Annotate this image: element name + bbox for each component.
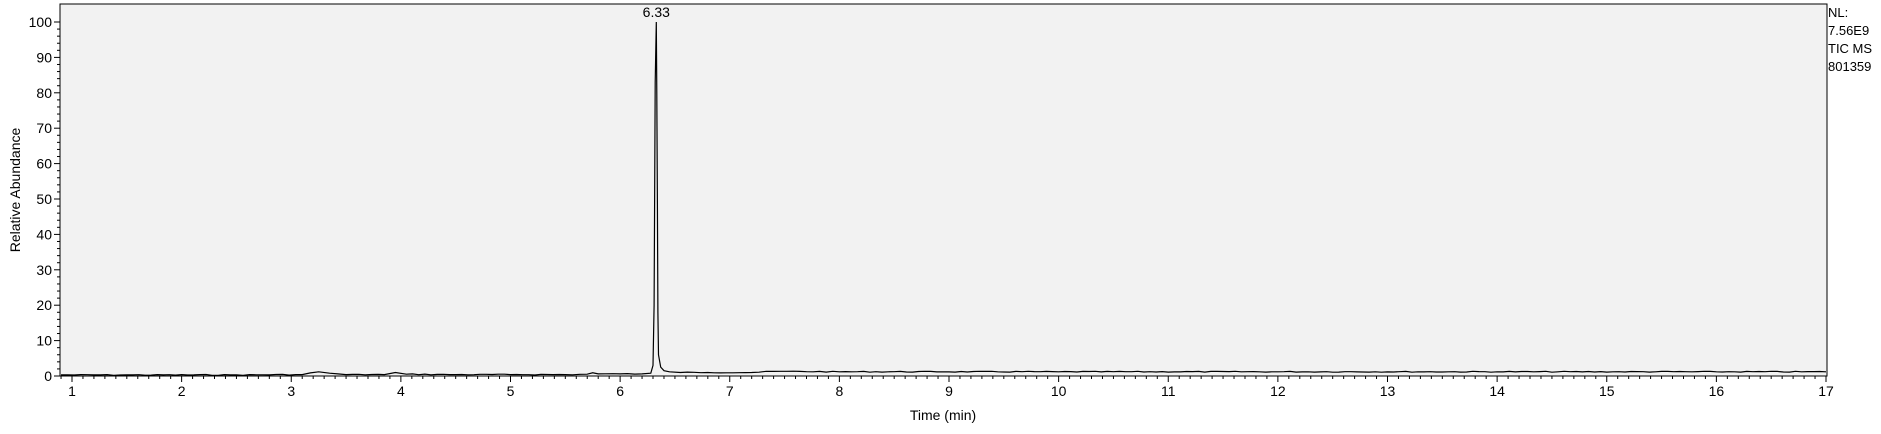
y-tick-label: 60 [36,156,52,172]
minor-ticks [57,28,1816,379]
x-tick-label: 3 [287,383,295,399]
chromatogram-trace [61,21,1827,377]
x-tick-label: 16 [1709,383,1725,399]
x-tick-label: 4 [397,383,405,399]
x-tick-label: 1 [68,383,76,399]
scan-id: 801359 [1828,59,1872,74]
x-tick-label: 13 [1380,383,1396,399]
peak-labels: 6.33 [643,4,670,20]
y-tick-label: 50 [36,191,52,207]
y-tick-label: 90 [36,49,52,65]
y-tick-label: 100 [29,14,53,30]
x-tick-label: 9 [945,383,953,399]
x-tick-label: 7 [726,383,734,399]
y-tick-label: 80 [36,85,52,101]
scan-filter: TIC MS [1828,41,1873,56]
y-tick-label: 0 [44,368,52,384]
x-tick-label: 5 [507,383,515,399]
x-axis-title: Time (min) [910,407,976,423]
normalization-info: NL: 7.56E9 TIC MS 801359 [1828,4,1872,76]
x-axis-ticks: 1 2 3 4 5 6 7 8 9 10 11 12 13 14 15 16 17 [68,376,1834,399]
x-tick-label: 14 [1489,383,1505,399]
x-tick-label: 17 [1818,383,1834,399]
plot-area [59,3,1828,377]
y-axis-ticks: 0 10 20 30 40 50 60 70 80 90 100 [29,14,60,384]
x-tick-label: 10 [1051,383,1067,399]
nl-value: 7.56E9 [1828,23,1870,38]
x-tick-label: 6 [616,383,624,399]
x-tick-label: 8 [835,383,843,399]
x-tick-label: 2 [178,383,186,399]
y-tick-label: 20 [36,297,52,313]
peak-label: 6.33 [643,4,670,20]
x-tick-label: 15 [1599,383,1615,399]
y-axis-title: Relative Abundance [7,128,23,253]
y-tick-label: 70 [36,120,52,136]
y-tick-label: 10 [36,333,52,349]
x-tick-label: 11 [1161,383,1176,399]
y-tick-label: 40 [36,226,52,242]
nl-label: NL: [1828,5,1849,20]
x-tick-label: 12 [1270,383,1286,399]
y-tick-label: 30 [36,262,52,278]
